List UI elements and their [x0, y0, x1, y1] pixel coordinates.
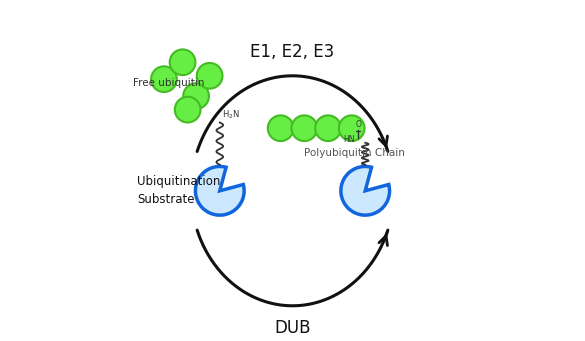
Wedge shape [195, 166, 244, 215]
Text: E1, E2, E3: E1, E2, E3 [250, 43, 335, 61]
Circle shape [170, 49, 195, 75]
Circle shape [183, 83, 209, 109]
Text: Polyubiquitin Chain: Polyubiquitin Chain [304, 148, 405, 158]
Circle shape [151, 66, 177, 92]
Text: O: O [356, 120, 362, 129]
Text: DUB: DUB [274, 319, 311, 337]
Circle shape [315, 115, 341, 141]
Circle shape [268, 115, 294, 141]
Text: H$_2$N: H$_2$N [222, 108, 240, 121]
Wedge shape [341, 166, 390, 215]
Circle shape [175, 97, 201, 122]
Circle shape [291, 115, 317, 141]
Circle shape [339, 115, 364, 141]
Text: HN: HN [343, 135, 355, 144]
Text: Free ubiquitin: Free ubiquitin [133, 77, 204, 88]
Circle shape [197, 63, 222, 89]
Text: Ubiquitination
Substrate: Ubiquitination Substrate [137, 175, 221, 206]
